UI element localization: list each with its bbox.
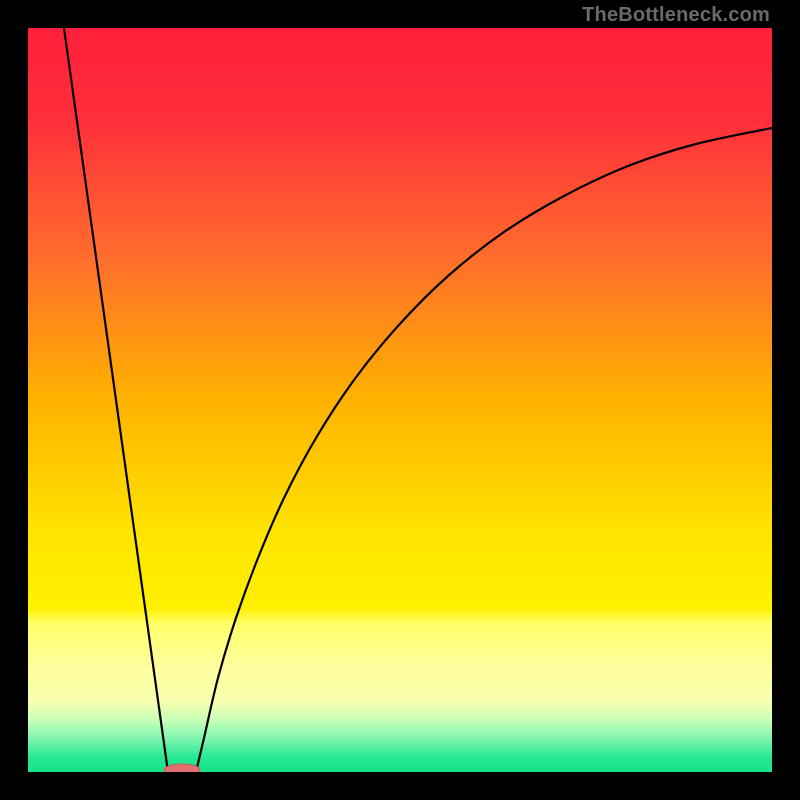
optimal-marker — [164, 764, 200, 772]
plot-svg — [28, 28, 772, 772]
gradient-background — [28, 28, 772, 772]
plot-area — [28, 28, 772, 772]
chart-frame: TheBottleneck.com — [0, 0, 800, 800]
watermark-text: TheBottleneck.com — [582, 4, 770, 27]
